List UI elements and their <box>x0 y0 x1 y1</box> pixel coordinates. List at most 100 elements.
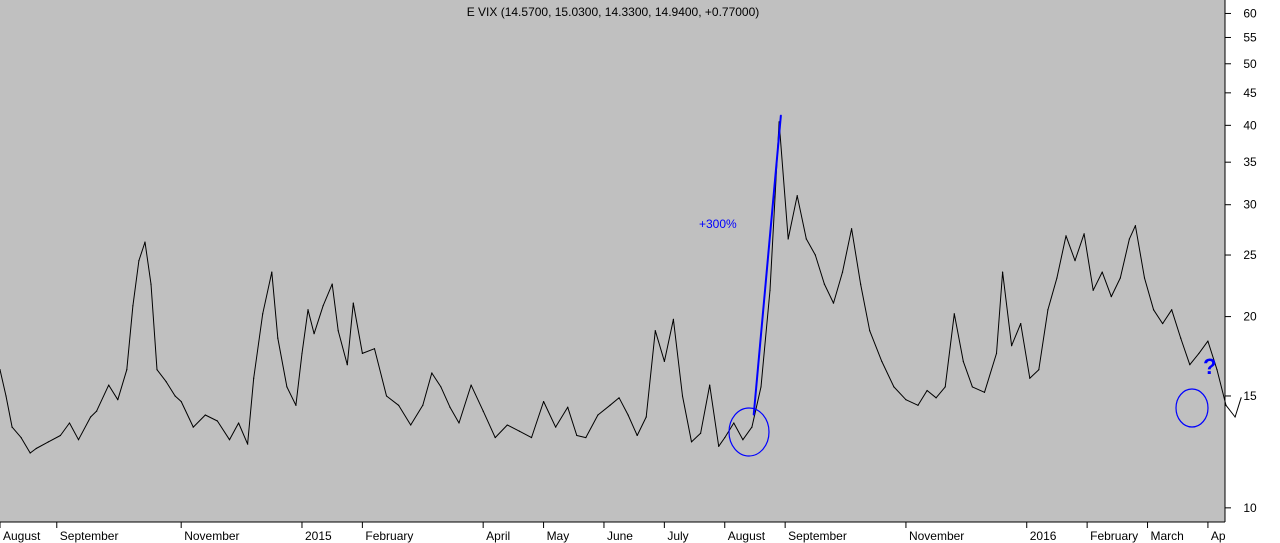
vix-data-point <box>814 254 816 256</box>
question-mark: ? <box>1203 354 1216 379</box>
vix-data-point <box>1110 296 1112 298</box>
vix-data-point <box>893 386 895 388</box>
vix-data-point <box>431 372 433 374</box>
vix-data-point <box>1162 322 1164 325</box>
vix-data-point <box>962 360 964 363</box>
highlight-circle-august <box>728 407 770 457</box>
vix-data-point <box>627 414 629 416</box>
vix-data-point <box>262 313 264 315</box>
percent-change-label: +300% <box>699 217 737 231</box>
vix-data-point <box>1198 352 1200 355</box>
vix-data-point <box>567 406 569 408</box>
vix-data-point <box>286 386 288 388</box>
vix-data-point <box>1152 309 1155 311</box>
y-tick-label: 35 <box>1243 155 1257 169</box>
vix-data-point <box>796 195 798 197</box>
x-tick-label: September <box>788 529 847 543</box>
y-tick-label: 15 <box>1243 389 1257 403</box>
chart-title: E VIX (14.5700, 15.0300, 14.3300, 14.940… <box>467 5 760 19</box>
vix-data-point <box>935 397 937 399</box>
vix-data-point <box>905 399 907 401</box>
vix-data-point <box>832 302 835 304</box>
vix-data-point <box>361 352 363 355</box>
vix-data-point <box>271 271 273 273</box>
vix-data-point <box>398 404 400 406</box>
vix-data-point <box>1234 416 1236 418</box>
vix-data-point <box>68 422 71 424</box>
vix-data-point <box>1189 364 1191 366</box>
vix-data-point <box>751 426 753 428</box>
vix-data-point <box>645 416 647 418</box>
x-axis-ticks: August September November 2015 February April… <box>0 522 1226 543</box>
vix-data-point <box>385 395 388 397</box>
vix-data-point <box>313 333 315 335</box>
vix-data-point <box>1216 369 1218 371</box>
vix-data-point <box>742 439 744 441</box>
vix-data-point <box>681 395 684 397</box>
x-tick-label: February <box>1090 529 1138 543</box>
vix-data-point <box>926 389 928 392</box>
vix-data-point <box>337 330 339 332</box>
x-tick-label: Ap <box>1211 529 1226 543</box>
x-tick-label: June <box>607 529 633 543</box>
vix-data-point <box>760 386 762 388</box>
vix-data-point <box>542 400 545 403</box>
vix-data-point <box>247 443 249 445</box>
vix-data-point <box>1171 309 1173 311</box>
x-tick-label: September <box>60 529 119 543</box>
highlight-circle-march <box>1175 388 1209 428</box>
vix-data-point <box>5 395 7 397</box>
vix-data-point <box>1020 322 1022 325</box>
vix-data-point <box>1065 235 1067 237</box>
vix-data-point <box>636 434 638 437</box>
vix-data-point <box>733 422 735 424</box>
vix-data-point <box>518 430 521 432</box>
vix-data-point <box>917 404 919 406</box>
vix-data-point <box>1083 233 1085 235</box>
x-tick-label: August <box>3 529 41 543</box>
vix-data-point <box>47 441 49 443</box>
vix-data-point <box>618 397 620 399</box>
vix-data-point <box>672 318 675 320</box>
trend-line <box>752 115 782 416</box>
vix-data-point <box>1225 404 1227 406</box>
vix-data-point <box>555 426 557 428</box>
vix-data-point <box>216 420 219 422</box>
vix-data-point <box>307 309 309 311</box>
vix-data-point <box>995 352 998 355</box>
x-tick-label: 2016 <box>1030 529 1057 543</box>
vix-data-point <box>663 360 665 363</box>
vix-data-point <box>1074 259 1076 262</box>
vix-data-point <box>1056 277 1058 279</box>
vix-data-point <box>96 410 98 412</box>
vix-data-point <box>690 441 693 443</box>
vix-data-point <box>35 447 37 450</box>
vix-data-point <box>108 384 110 386</box>
vix-data-point <box>20 436 22 439</box>
vix-data-point <box>597 414 599 416</box>
vix-data-point <box>1134 225 1137 227</box>
vix-data-point <box>1143 277 1146 279</box>
vix-data-point <box>530 436 533 439</box>
vix-data-point <box>1011 345 1013 347</box>
vix-data-point <box>422 404 424 406</box>
x-axis-panel <box>0 522 1280 543</box>
vix-data-point <box>971 386 973 388</box>
vix-data-point <box>59 434 61 437</box>
vix-data-point <box>253 377 255 379</box>
vix-data-point <box>482 410 484 412</box>
y-tick-label: 55 <box>1243 30 1257 44</box>
vix-data-point <box>295 404 297 406</box>
y-tick-label: 20 <box>1243 310 1257 324</box>
vix-data-point <box>410 424 412 426</box>
vix-data-point <box>192 426 194 428</box>
y-axis-panel <box>1225 0 1280 522</box>
x-tick-label: July <box>667 529 688 543</box>
vix-data-point <box>585 436 587 439</box>
series-layer <box>0 114 1242 454</box>
x-tick-label: February <box>365 529 413 543</box>
y-tick-label: 50 <box>1243 57 1257 71</box>
vix-data-point <box>204 414 206 416</box>
